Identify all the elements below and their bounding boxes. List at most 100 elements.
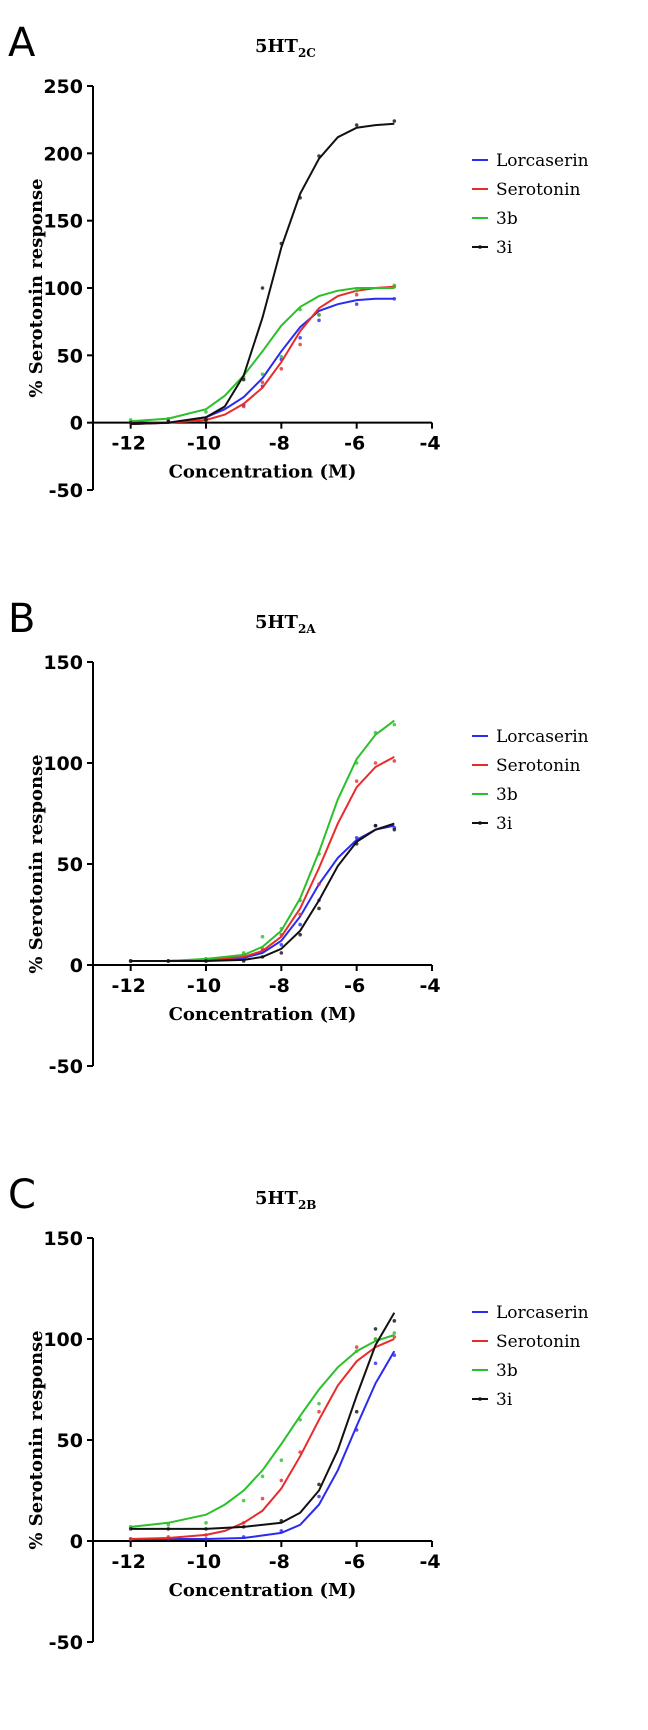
y-tick-label: 100 [43, 753, 83, 775]
data-point [166, 419, 171, 424]
data-point [317, 318, 321, 323]
y-tick-label: 50 [57, 345, 83, 367]
data-point [354, 1409, 359, 1414]
data-point [392, 1319, 397, 1323]
chart-title: 5HT2C [255, 36, 316, 60]
data-point [241, 1535, 246, 1539]
data-point [354, 779, 359, 783]
data-point [317, 1409, 321, 1414]
data-point [279, 241, 284, 246]
y-axis-title: % Serotonin response [26, 754, 47, 973]
series-curve-serotonin [130, 1338, 395, 1540]
data-point [279, 932, 284, 937]
data-point [298, 898, 302, 903]
data-point [128, 1537, 133, 1541]
legend-label: 3b [496, 785, 518, 805]
x-tick-label: -12 [112, 1551, 146, 1573]
y-tick-label: 100 [43, 278, 83, 300]
data-point [241, 1521, 246, 1525]
data-point [279, 926, 284, 931]
legend-label: 3b [496, 1361, 518, 1381]
legend-label: 3i [496, 1390, 513, 1410]
y-tick-label: 0 [70, 413, 83, 435]
x-tick-label: -8 [269, 1551, 290, 1573]
data-point [298, 342, 302, 347]
data-point [373, 761, 378, 765]
series-curve-serotonin [130, 285, 395, 425]
data-point [204, 418, 208, 422]
legend-marker [478, 821, 482, 825]
data-point [354, 842, 359, 846]
data-point [166, 1535, 171, 1539]
y-tick-label: 150 [43, 211, 83, 233]
data-point [392, 1353, 397, 1357]
chart-svg-c: C 5HT2B -50 0 50 100 150 -12 -10 -8 -6 -4 Concentr… [8, 1172, 589, 1654]
data-point [241, 951, 246, 955]
x-tick-label: -4 [419, 1551, 440, 1573]
y-tick-label: 50 [57, 854, 83, 876]
data-point [392, 283, 397, 288]
data-point [279, 951, 284, 955]
data-point [373, 1327, 378, 1331]
series-curve-3i [130, 822, 395, 962]
data-point [241, 377, 246, 382]
x-tick-label: -6 [344, 975, 365, 997]
data-point [260, 286, 265, 290]
x-tick-label: -12 [112, 433, 146, 455]
data-point [279, 367, 284, 371]
data-point [317, 852, 321, 856]
data-point [260, 934, 265, 939]
data-point [241, 404, 246, 409]
y-tick-label: 100 [43, 1329, 83, 1351]
data-point [354, 288, 359, 293]
data-point [241, 1525, 246, 1529]
data-point [373, 823, 378, 828]
legend-label: 3i [496, 814, 513, 834]
data-point [392, 119, 397, 123]
series-curve-3b [130, 287, 395, 423]
data-point [128, 1527, 133, 1531]
panel-a: A 5HT2C -50 0 50 100 150 200 250 -12 -10 -8 -6 -4 Co… [0, 0, 648, 576]
data-point [298, 1450, 302, 1454]
data-point [392, 296, 397, 301]
data-point [392, 722, 397, 727]
data-point [373, 1361, 378, 1366]
legend-label: Serotonin [496, 1332, 581, 1352]
data-point [279, 943, 284, 947]
data-point [298, 1418, 302, 1422]
data-point [392, 827, 397, 832]
y-tick-label: 200 [43, 143, 83, 165]
chart-title: 5HT2B [255, 1188, 316, 1212]
data-point [260, 955, 265, 959]
data-point [166, 1527, 171, 1531]
data-point [298, 932, 302, 937]
data-point [317, 1401, 321, 1406]
data-point [317, 1494, 321, 1499]
data-point [392, 759, 397, 763]
data-point [260, 1496, 265, 1501]
data-point [279, 354, 284, 359]
data-point [128, 959, 133, 963]
y-tick-label: 150 [43, 652, 83, 674]
legend-label: Lorcaserin [496, 727, 589, 747]
data-point [354, 835, 359, 840]
x-tick-label: -8 [269, 433, 290, 455]
y-tick-label: -50 [49, 1056, 83, 1078]
x-tick-label: -6 [344, 1551, 365, 1573]
data-point [298, 912, 302, 917]
y-tick-label: -50 [49, 480, 83, 502]
legend-label: 3i [496, 238, 513, 258]
x-tick-label: -4 [419, 433, 440, 455]
x-tick-label: -8 [269, 975, 290, 997]
data-point [279, 1478, 284, 1483]
data-point [166, 959, 171, 963]
data-point [241, 959, 246, 963]
data-point [279, 1529, 284, 1533]
panel-b: B 5HT2A -50 0 50 100 150 -12 -10 -8 -6 -4 Concentr… [0, 576, 648, 1152]
legend-label: 3b [496, 209, 518, 229]
data-point [204, 1537, 208, 1541]
legend-label: Serotonin [496, 180, 581, 200]
data-point [354, 761, 359, 765]
data-point [166, 1523, 171, 1527]
data-point [392, 1331, 397, 1335]
